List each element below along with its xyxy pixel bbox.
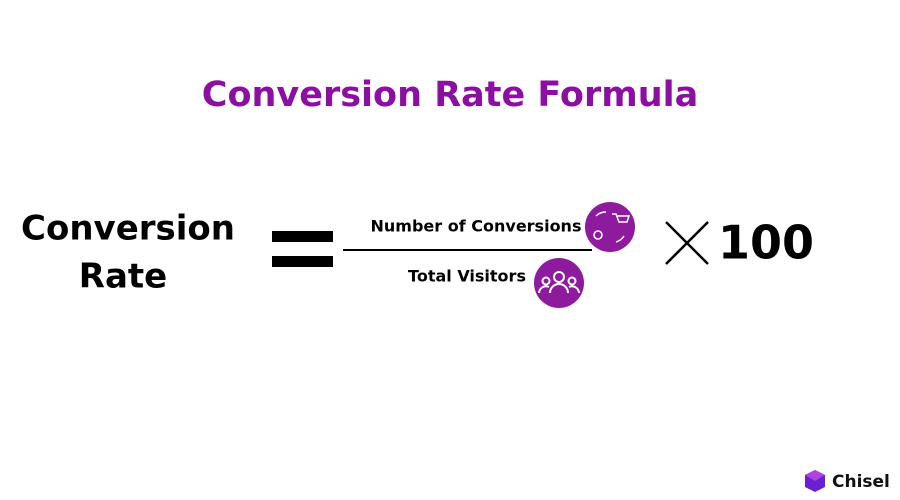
equals-bar (272, 231, 333, 242)
left-term: Conversion (21, 209, 235, 249)
numerator: Number of Conversions (371, 217, 582, 236)
left-term: Rate (79, 257, 167, 297)
brand-name: Chisel (832, 472, 890, 492)
times-sign (665, 221, 709, 265)
brand-logo (805, 470, 825, 492)
denominator: Total Visitors (408, 267, 526, 286)
multiplier: 100 (718, 216, 814, 270)
equals-bar (272, 256, 333, 267)
title: Conversion Rate Formula (202, 75, 698, 115)
conversion-icon (585, 202, 635, 252)
visitors-icon (534, 258, 584, 308)
